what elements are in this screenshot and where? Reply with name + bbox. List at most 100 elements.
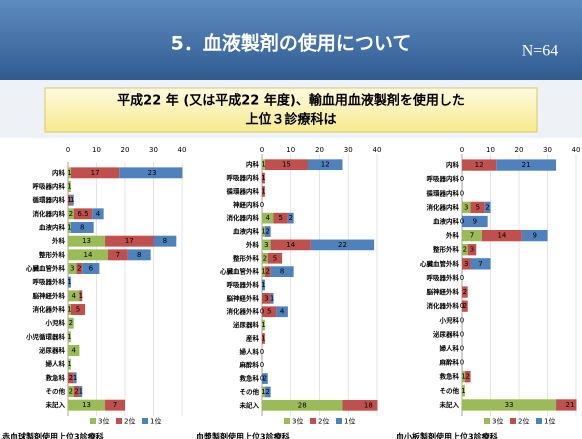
bar-segment [107,249,128,261]
data-label: 18 [364,401,373,409]
bar-segment [68,167,71,179]
x-tick-label: 20 [315,146,324,154]
data-label: 21 [566,401,575,409]
legend-label: 2位 [518,417,529,426]
data-label: 8 [137,251,141,259]
data-label: 0 [460,345,464,353]
bar-segment [105,235,154,247]
y-tick-label: 内科 [446,160,460,169]
data-label: 13 [82,401,91,409]
y-tick-label: 泌尿器科 [233,320,260,329]
data-label: 1 [261,161,265,169]
data-label: 0 [460,330,464,338]
data-label: 2 [266,268,270,276]
bar-segment [262,333,265,344]
data-label: 1 [461,373,465,381]
bar-segment [342,399,378,411]
y-tick-label: 消化器内科 [427,202,460,211]
bar-segment [79,290,83,302]
data-label: 1 [67,360,71,368]
bar-segment [462,371,465,383]
data-label: 2 [74,388,78,396]
y-tick-label: 婦人科 [439,344,460,353]
data-label: 1 [67,224,71,232]
bar-segment [70,194,74,206]
x-tick-label: 30 [543,146,552,154]
bar-segment [264,386,271,398]
legend-label: 3位 [98,417,109,426]
data-label: 3 [470,246,474,254]
bar-segment [496,159,557,171]
bar-segment [470,258,491,270]
bar-segment [68,290,80,302]
x-tick-label: 30 [344,146,353,154]
y-tick-label: 脳神経外科 [226,293,260,302]
legend-label: 3位 [292,417,303,426]
legend-swatch [142,418,148,424]
y-tick-label: 呼吸器内科 [427,174,460,183]
bar-segment [68,331,71,343]
data-label: 2 [263,375,267,383]
bar-segment [287,212,294,224]
bar-segment [262,159,265,171]
y-tick-label: 循環器内科 [427,188,460,197]
x-tick-label: 20 [515,146,524,154]
bar-segment [276,306,288,318]
data-label: 0 [260,375,264,383]
bar-segment [481,229,522,242]
bar-segment [262,293,271,304]
bar-segment [68,208,74,220]
x-tick-label: 0 [260,146,264,154]
bar-segment [467,244,477,256]
data-label: 22 [338,241,347,249]
bar-segment [68,317,74,329]
data-label: 3 [70,265,74,273]
bar-segment [73,386,80,397]
bar-segment [92,208,104,220]
legend-swatch [90,418,96,424]
data-label: 9 [532,232,536,240]
data-label: 2 [463,302,467,310]
data-label: 2 [289,214,293,222]
y-tick-label: 呼吸器内科 [33,182,66,191]
x-tick-label: 10 [286,146,295,154]
y-tick-label: 脳神経外科 [426,287,460,296]
header-note: N=64 [522,43,559,60]
data-label: 7 [113,401,117,409]
data-label: 4 [96,210,101,218]
bar-segment [127,249,151,261]
y-tick-label: 救急科 [240,374,260,383]
y-tick-label: 未記入 [240,400,260,409]
data-label: 23 [148,169,157,177]
bar-segment [462,159,497,171]
data-label: 21 [522,161,531,169]
data-label: 1 [67,333,71,341]
y-tick-label: 心臓血管外科 [26,264,66,273]
data-label: 17 [91,169,100,177]
bar-segment [270,266,294,277]
data-label: 2 [69,388,73,396]
data-label: 14 [497,232,506,240]
x-tick-label: 20 [121,146,130,154]
bar-segment [68,249,108,261]
bar-segment [308,159,343,171]
bar-segment [262,212,274,224]
data-label: 1 [261,174,265,182]
bar-segment [270,239,311,251]
data-label: 0 [460,359,464,367]
y-tick-label: 未記入 [46,400,66,409]
y-tick-label: 脳神経外科 [32,291,66,300]
data-label: 2 [465,373,469,381]
data-label: 1 [261,228,265,236]
data-label: 6.5 [77,210,88,218]
legend-swatch [336,418,342,424]
y-tick-label: 消化器内科 [33,209,66,218]
legend-swatch [510,418,516,424]
data-label: 2 [463,246,467,254]
data-label: 7 [470,232,474,240]
bar-segment [262,386,265,398]
chart-title: 血小板製剤使用上位3診療科 [396,432,498,439]
bar-segment [262,266,265,277]
y-tick-label: 小児科 [439,315,460,324]
